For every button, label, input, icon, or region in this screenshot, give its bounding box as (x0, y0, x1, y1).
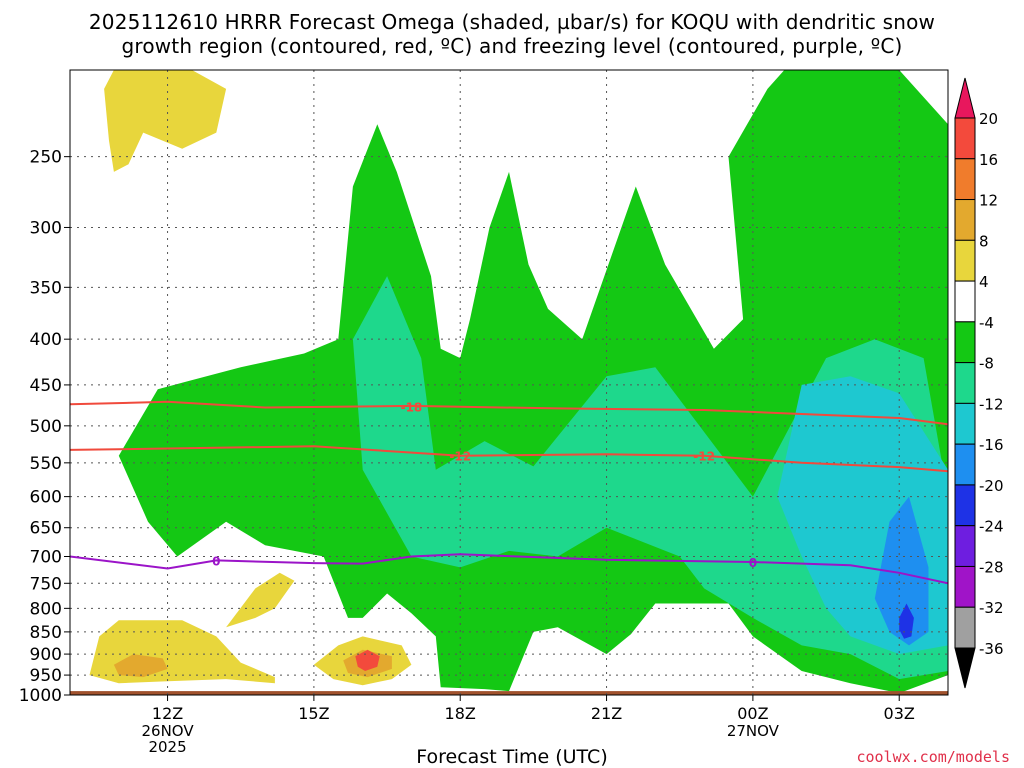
x-tick-label-21Z: 21Z (591, 704, 622, 723)
omega-region-5 (104, 70, 227, 172)
x-tick-sublabel-12Z-1: 2025 (148, 738, 186, 756)
colorbar-tick-label-11: -28 (979, 558, 1004, 576)
colorbar-bottom-arrow (954, 647, 976, 689)
colorbar-tick-label-1: 16 (979, 151, 998, 169)
freezing-label-0: 0 (212, 554, 220, 568)
y-tick-label-350: 350 (30, 278, 62, 298)
colorbar-tick-label-5: -4 (979, 314, 994, 332)
dendritic-label-0: -18 (401, 401, 423, 415)
y-tick-label-700: 700 (30, 547, 62, 567)
plot-area: -18 -12 -12 0 0 (70, 70, 948, 695)
y-tick-label-300: 300 (30, 218, 62, 238)
y-tick-label-950: 950 (30, 666, 62, 686)
y-tick-label-800: 800 (30, 599, 62, 619)
colorbar: 20 16 12 8 4 -4 -8 -12 -16 -20 -24 -28 -32 -36 (954, 77, 1004, 689)
colorbar-top-arrow (954, 77, 976, 119)
credit-link[interactable]: coolwx.com/models (856, 748, 1010, 766)
colorbar-tick-label-2: 12 (979, 192, 998, 210)
colorbar-tick-label-8: -16 (979, 436, 1004, 454)
colorbar-tick-label-12: -32 (979, 599, 1004, 617)
colorbar-tick-label-7: -12 (979, 395, 1004, 413)
chart-title-line1: 2025112610 HRRR Forecast Omega (shaded, … (88, 10, 936, 34)
colorbar-tick-label-10: -24 (979, 518, 1004, 536)
colorbar-box-10 (954, 525, 976, 567)
y-tick-label-600: 600 (30, 488, 62, 508)
colorbar-box-6 (954, 362, 976, 404)
colorbar-box-7 (954, 402, 976, 445)
colorbar-box-2 (954, 199, 976, 241)
colorbar-box-5 (954, 321, 976, 364)
y-tick-label-750: 750 (30, 574, 62, 594)
colorbar-box-0 (954, 117, 976, 160)
x-tick-label-15Z: 15Z (298, 704, 329, 723)
x-axis-title: Forecast Time (UTC) (416, 746, 608, 768)
x-tick-sublabel-00Z-0: 27NOV (727, 722, 780, 740)
x-tick-label-03Z: 03Z (884, 704, 915, 723)
colorbar-box-1 (954, 158, 976, 201)
colorbar-tick-label-3: 8 (979, 232, 989, 250)
y-tick-label-250: 250 (30, 148, 62, 168)
y-tick-label-650: 650 (30, 519, 62, 539)
colorbar-tick-label-6: -8 (979, 355, 994, 373)
omega-region-11 (355, 649, 380, 671)
dendritic-label-1: -12 (449, 450, 471, 464)
freezing-label-1: 0 (749, 556, 757, 570)
chart-title-line2: growth region (contoured, red, ºC) and f… (121, 34, 903, 58)
omega-region-3 (874, 496, 929, 646)
colorbar-box-11 (954, 565, 976, 608)
freezing-level-contour (70, 553, 948, 585)
colorbar-tick-label-0: 20 (979, 110, 998, 128)
terrain-band (70, 691, 948, 695)
omega-region-1 (352, 276, 948, 680)
colorbar-box-4 (954, 280, 976, 323)
y-tick-label-450: 450 (30, 376, 62, 396)
omega-region-9 (113, 654, 168, 678)
colorbar-tick-label-4: 4 (979, 273, 989, 291)
dendritic-contour-0 (70, 400, 948, 426)
x-tick-sublabel-12Z-0: 26NOV (141, 722, 194, 740)
colorbar-box-8 (954, 443, 976, 486)
x-tick-label-18Z: 18Z (445, 704, 476, 723)
y-tick-label-500: 500 (30, 417, 62, 437)
omega-region-6 (89, 620, 275, 684)
y-tick-label-900: 900 (30, 645, 62, 665)
x-tick-label-12Z: 12Z (152, 704, 183, 723)
colorbar-tick-label-13: -36 (979, 640, 1004, 658)
colorbar-box-9 (954, 484, 976, 527)
y-tick-label-1000: 1000 (19, 686, 62, 706)
plot-frame (69, 69, 949, 696)
colorbar-tick-label-9: -20 (979, 477, 1004, 495)
omega-region-7 (226, 572, 295, 628)
dendritic-contour-1 (70, 445, 948, 473)
y-tick-label-550: 550 (30, 454, 62, 474)
colorbar-box-3 (954, 239, 976, 282)
omega-region-4 (899, 603, 914, 639)
x-tick-label-00Z: 00Z (737, 704, 768, 723)
y-tick-label-850: 850 (30, 623, 62, 643)
y-tick-label-400: 400 (30, 330, 62, 350)
dendritic-label-1b: -12 (693, 450, 715, 464)
colorbar-box-12 (954, 606, 976, 649)
